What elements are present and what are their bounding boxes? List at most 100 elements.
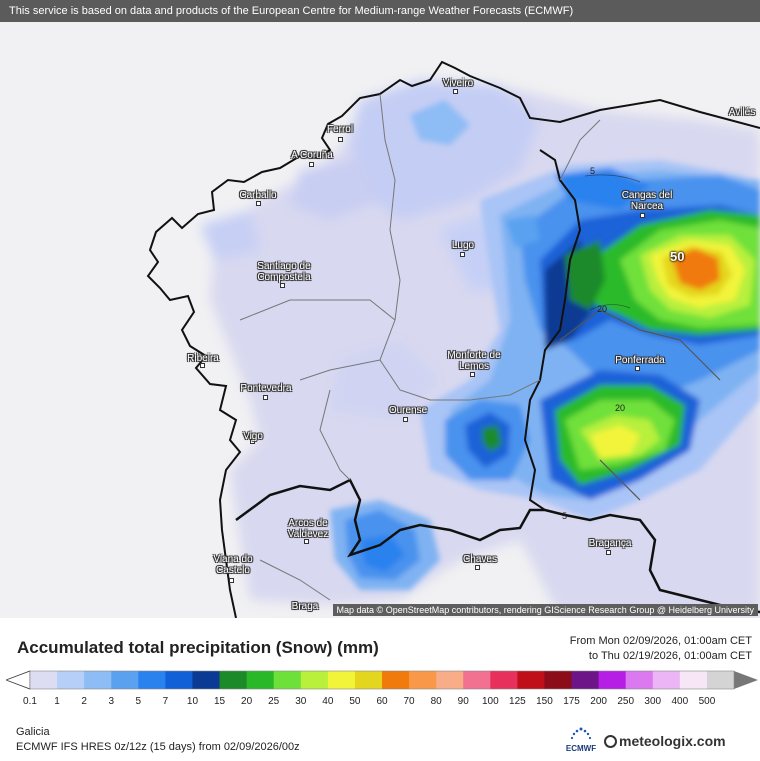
period-to: to Thu 02/19/2026, 01:00am CET bbox=[588, 650, 752, 662]
scale-swatch bbox=[84, 671, 112, 689]
scale-swatch bbox=[57, 671, 85, 689]
city-label-ferrol: Ferrol bbox=[326, 124, 354, 135]
scale-swatch bbox=[138, 671, 166, 689]
city-marker bbox=[470, 372, 475, 377]
city-label-carballo: Carballo bbox=[239, 190, 277, 201]
city-marker bbox=[309, 162, 314, 167]
scale-tick-label: 30 bbox=[295, 696, 307, 707]
city-label-lugo: Lugo bbox=[451, 240, 475, 251]
scale-swatch bbox=[598, 671, 627, 689]
scale-tick-label: 0.1 bbox=[23, 696, 37, 707]
city-label-braga: Braga bbox=[291, 601, 319, 612]
city-marker bbox=[200, 363, 205, 368]
scale-swatch bbox=[111, 671, 139, 689]
city-marker bbox=[256, 201, 261, 206]
scale-tick-label: 1 bbox=[54, 696, 60, 707]
ecmwf-logo: ECMWF bbox=[563, 726, 599, 756]
scale-tick-label: 10 bbox=[186, 696, 199, 707]
scale-tick-label: 2 bbox=[81, 696, 87, 707]
city-marker bbox=[606, 550, 611, 555]
city-marker bbox=[280, 283, 285, 288]
city-marker bbox=[640, 213, 645, 218]
precipitation-map bbox=[146, 60, 760, 618]
city-label-santiago: Santiago de Compostela bbox=[257, 261, 311, 283]
scale-tick-label: 500 bbox=[698, 696, 716, 707]
city-label-ourense: Ourense bbox=[388, 405, 428, 416]
city-marker bbox=[475, 565, 480, 570]
contour-label: 20 bbox=[597, 304, 608, 314]
scale-tick-label: 125 bbox=[509, 696, 526, 707]
city-marker bbox=[263, 395, 268, 400]
map-area[interactable]: This service is based on data and produc… bbox=[0, 0, 760, 618]
scale-swatch bbox=[354, 671, 383, 689]
scale-swatch bbox=[30, 671, 58, 689]
scale-tick-label: 150 bbox=[536, 696, 553, 707]
data-source-notice: This service is based on data and produc… bbox=[0, 0, 760, 22]
map-attribution: Map data © OpenStreetMap contributors, r… bbox=[332, 604, 758, 616]
scale-swatch bbox=[652, 671, 681, 689]
city-label-pontevedra: Pontevedra bbox=[240, 383, 292, 394]
scale-tick-label: 50 bbox=[349, 696, 361, 707]
scale-swatch bbox=[517, 671, 545, 689]
model-info: ECMWF IFS HRES 0z/12z (15 days) from 02/… bbox=[16, 741, 300, 753]
city-label-chaves: Chaves bbox=[463, 554, 497, 565]
scale-tick-label: 90 bbox=[457, 696, 469, 707]
city-label-ribeira: Ribeira bbox=[187, 353, 219, 364]
scale-swatch bbox=[219, 671, 248, 689]
scale-tick-label: 175 bbox=[563, 696, 580, 707]
city-marker bbox=[635, 366, 640, 371]
scale-swatch bbox=[463, 671, 491, 689]
scale-tick-label: 20 bbox=[241, 696, 253, 707]
city-label-viana: Viana do Castelo bbox=[213, 554, 253, 576]
scale-tick-label: 25 bbox=[268, 696, 280, 707]
scale-tick-label: 5 bbox=[135, 696, 142, 707]
brand-name: meteologix.com bbox=[619, 733, 726, 749]
forecast-period: From Mon 02/09/2026, 01:00am CET to Thu … bbox=[570, 634, 752, 664]
scale-swatch bbox=[544, 671, 573, 689]
color-scale bbox=[6, 670, 758, 690]
scale-swatch bbox=[246, 671, 275, 689]
city-label-aviles: Avilés bbox=[728, 107, 756, 118]
scale-border bbox=[29, 670, 735, 690]
brand-logo[interactable]: meteologix.com bbox=[604, 733, 726, 749]
city-label-viveiro: Viveiro bbox=[442, 78, 474, 89]
city-label-arcos: Arcos de Valdevez bbox=[287, 518, 329, 540]
scale-max-arrow bbox=[734, 671, 758, 689]
contour-label: 5 bbox=[562, 511, 568, 521]
precip-layer-heavy bbox=[330, 100, 760, 590]
city-marker bbox=[229, 578, 234, 583]
city-marker bbox=[338, 137, 343, 142]
scale-tick-label: 300 bbox=[644, 696, 662, 707]
scale-swatch bbox=[327, 671, 356, 689]
scale-swatch bbox=[679, 671, 708, 689]
city-label-a-coruna: A Coruña bbox=[291, 150, 333, 161]
scale-tick-label: 40 bbox=[322, 696, 334, 707]
max-value-label: 50 bbox=[670, 249, 685, 264]
scale-tick-label: 7 bbox=[162, 696, 169, 707]
scale-tick-label: 3 bbox=[108, 696, 114, 707]
scale-tick-label: 80 bbox=[430, 696, 442, 707]
scale-swatch bbox=[409, 671, 437, 689]
city-marker bbox=[460, 252, 465, 257]
city-marker bbox=[403, 417, 408, 422]
scale-swatch bbox=[490, 671, 518, 689]
period-from: From Mon 02/09/2026, 01:00am CET bbox=[569, 635, 752, 647]
scale-tick-label: 250 bbox=[617, 696, 635, 707]
city-label-braganca: Bragança bbox=[588, 538, 632, 549]
scale-min-arrow bbox=[6, 670, 31, 690]
scale-tick-label: 70 bbox=[403, 696, 415, 707]
city-label-vigo: Vigo bbox=[243, 431, 263, 442]
scale-swatch bbox=[382, 671, 410, 689]
city-label-ponferrada: Ponferrada bbox=[615, 355, 665, 366]
region-name: Galicia bbox=[16, 726, 50, 738]
scale-tick-label: 15 bbox=[213, 696, 226, 707]
scale-tick-label: 60 bbox=[376, 696, 388, 707]
scale-swatch bbox=[273, 671, 302, 689]
contour-label: 20 bbox=[615, 403, 626, 413]
scale-swatch bbox=[571, 671, 600, 689]
contour-label: 5 bbox=[590, 166, 596, 176]
scale-swatch bbox=[165, 671, 193, 689]
city-label-monforte: Monforte de Lemos bbox=[447, 350, 501, 372]
scale-swatch bbox=[192, 671, 221, 689]
city-marker bbox=[304, 539, 309, 544]
